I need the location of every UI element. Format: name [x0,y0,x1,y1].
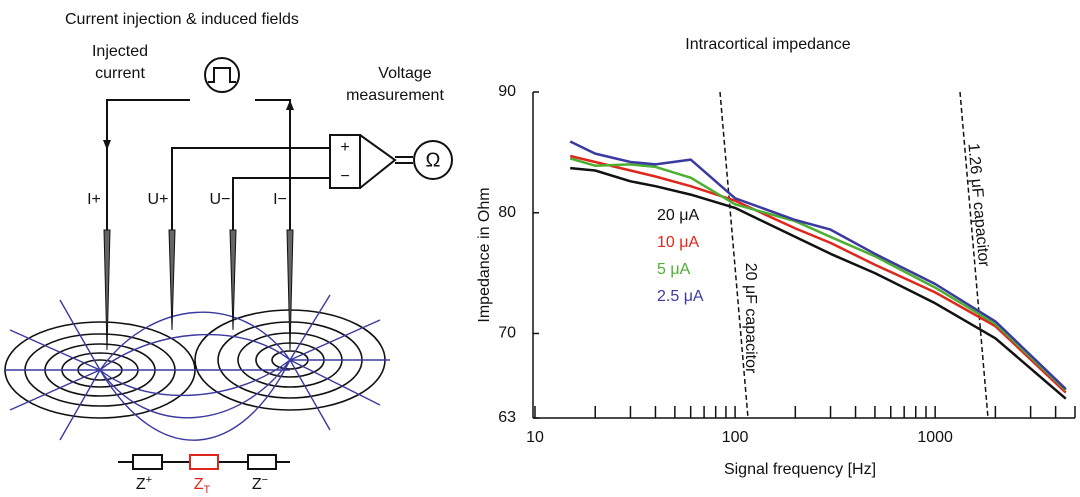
amplifier [359,134,397,189]
injected-label: Injected [92,43,148,60]
x-tick-label: 100 [722,429,749,446]
current-wire [106,99,291,230]
electrode-label: U+ [148,191,169,208]
legend-label: 20 μA [657,207,699,224]
legend-label: 5 μA [657,261,691,278]
diagram-title: Current injection & induced fields [65,11,299,28]
diagram: Current injection & induced fields Injec… [4,11,453,496]
capacitor-line [959,91,989,419]
voltage-label: measurement [346,87,444,104]
chart: Intracortical impedance Signal frequency… [476,36,1076,478]
y-tick-label: 70 [498,325,516,342]
electrodes [103,229,294,351]
legend-label: 10 μA [657,234,699,251]
electrode-label: I+ [87,191,101,208]
impedance-label: Z+ [136,474,152,493]
electrode-label: U− [210,191,231,208]
legend-label: 2.5 μA [657,288,704,305]
series-line [570,166,1067,400]
injected-label: current [95,65,145,82]
amplifier [329,134,361,189]
electrode-label: I− [273,191,287,208]
y-axis-label: Impedance in Ohm [476,187,493,322]
x-axis-label: Signal frequency [Hz] [724,461,876,478]
series-line [569,157,1067,392]
amp-minus: − [340,168,349,185]
annotation: 20 μF capacitor [742,263,759,374]
x-tick-label: 1000 [917,429,953,446]
series-line [569,154,1067,394]
y-tick-label: 63 [498,409,516,426]
y-tick-label: 90 [498,83,516,100]
field-lines [4,294,390,441]
voltage-label: Voltage [378,65,431,82]
resistor [189,454,219,470]
pulse [208,67,236,83]
x-tick-label: 10 [526,429,544,446]
y-tick-label: 80 [498,204,516,221]
arrow [103,100,294,150]
annotation: 1.26 μF capacitor [964,142,992,268]
amplifier-out [395,156,413,164]
source [204,57,240,93]
ohm: Ω [426,149,441,171]
series-line [569,140,1067,390]
chart-title: Intracortical impedance [685,36,851,53]
amp-plus: + [340,139,349,156]
capacitor-line [719,91,749,419]
impedance-label: Z− [252,474,268,493]
resistor [132,454,163,470]
voltage-wire [171,147,330,230]
impedance-label: ZT [194,476,211,496]
resistor [247,454,277,470]
meter [413,140,453,180]
